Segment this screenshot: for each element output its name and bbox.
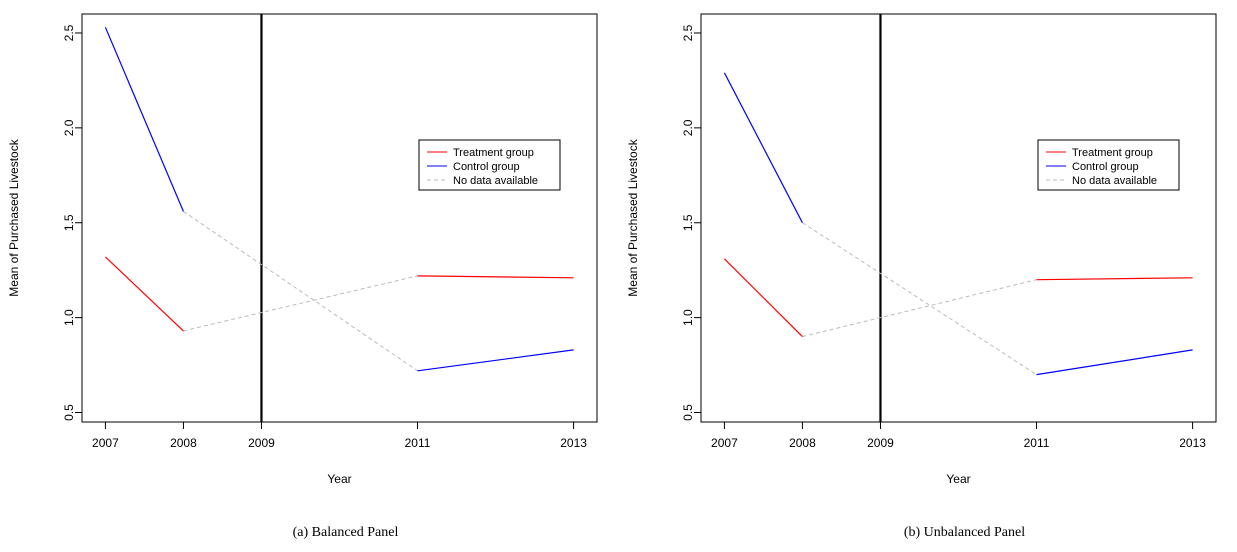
y-tick-label: 1.0 xyxy=(681,309,695,326)
caption-unbalanced: (b) Unbalanced Panel xyxy=(904,525,1025,540)
y-tick-label: 2.0 xyxy=(62,119,76,136)
legend-label-control-group: Control group xyxy=(453,161,520,173)
series-line-control-group xyxy=(1036,349,1193,376)
y-tick-label: 0.5 xyxy=(62,404,76,421)
plot-frame xyxy=(700,13,1217,423)
series-line-no-data-available xyxy=(802,222,1037,376)
series-line-control-group xyxy=(104,27,184,212)
legend-label-treatment-group: Treatment group xyxy=(453,147,534,159)
line-chart-balanced: 2007 2008 2009 2011 2013 0.5 1.0 1.5 2.0 2.5 Year M… xyxy=(7,13,598,540)
line-chart-unbalanced: 2007 2008 2009 2011 2013 0.5 1.0 1.5 2.0 2.5 Year M… xyxy=(626,13,1217,540)
legend-label-no-data-available: No data available xyxy=(453,175,538,187)
series-line-no-data-available xyxy=(802,279,1037,338)
x-tick-label: 2013 xyxy=(1179,436,1206,450)
y-axis-title: Mean of Purchased Livestock xyxy=(7,138,21,296)
chart-panel-balanced: 2007 2008 2009 2011 2013 0.5 1.0 1.5 2.0 2.5 Year M… xyxy=(0,0,618,552)
x-tick-label: 2007 xyxy=(92,436,119,450)
y-axis-title: Mean of Purchased Livestock xyxy=(626,138,640,296)
x-tick-label: 2009 xyxy=(867,436,894,450)
legend-label-no-data-available: No data available xyxy=(1072,175,1157,187)
y-tick-label: 1.5 xyxy=(62,214,76,231)
chart-panel-unbalanced: 2007 2008 2009 2011 2013 0.5 1.0 1.5 2.0 2.5 Year M… xyxy=(619,0,1237,552)
series-line-no-data-available xyxy=(183,275,418,332)
series-line-control-group xyxy=(723,72,803,223)
y-tick-label: 2.0 xyxy=(681,119,695,136)
y-tick-label: 1.5 xyxy=(681,214,695,231)
y-tick-label: 0.5 xyxy=(681,404,695,421)
x-tick-label: 2009 xyxy=(248,436,275,450)
series-line-treatment-group xyxy=(1036,277,1193,281)
series-line-control-group xyxy=(417,349,574,372)
series-line-treatment-group xyxy=(417,275,574,279)
y-tick-label: 2.5 xyxy=(681,24,695,41)
x-tick-label: 2008 xyxy=(170,436,197,450)
x-tick-label: 2008 xyxy=(789,436,816,450)
legend-box xyxy=(418,139,561,191)
y-tick-label: 2.5 xyxy=(62,24,76,41)
series-line-no-data-available xyxy=(183,210,418,372)
x-tick-label: 2011 xyxy=(1024,436,1050,450)
caption-balanced: (a) Balanced Panel xyxy=(293,525,399,540)
series-line-treatment-group xyxy=(104,256,184,332)
legend-box xyxy=(1037,139,1180,191)
x-tick-label: 2007 xyxy=(711,436,738,450)
x-axis-title: Year xyxy=(946,472,970,486)
x-tick-label: 2013 xyxy=(560,436,587,450)
x-tick-label: 2011 xyxy=(405,436,431,450)
legend-label-control-group: Control group xyxy=(1072,161,1139,173)
x-axis-title: Year xyxy=(327,472,351,486)
series-line-treatment-group xyxy=(723,258,803,338)
y-tick-label: 1.0 xyxy=(62,309,76,326)
plot-frame xyxy=(81,13,598,423)
legend-label-treatment-group: Treatment group xyxy=(1072,147,1153,159)
